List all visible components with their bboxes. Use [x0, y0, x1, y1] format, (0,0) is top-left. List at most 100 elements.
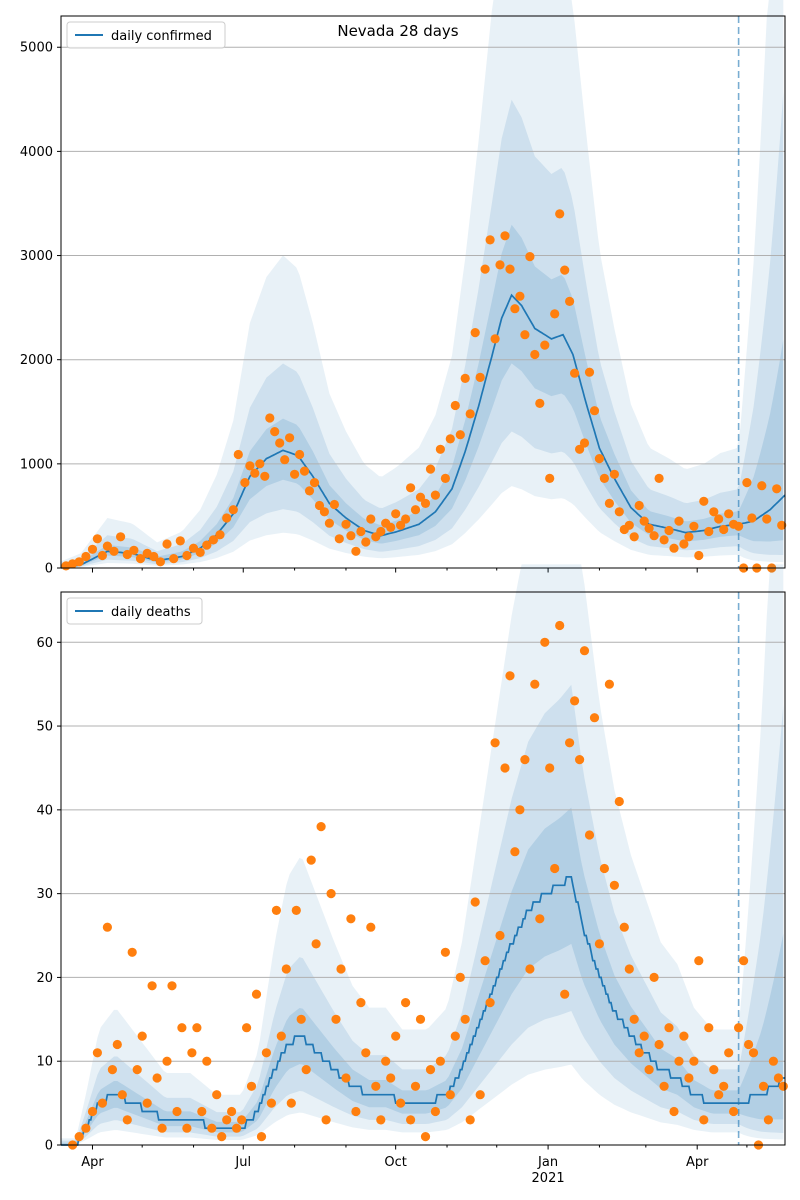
deaths-data-point: [550, 863, 560, 874]
deaths-data-point: [92, 1048, 102, 1058]
deaths-legend-label: daily deaths: [111, 605, 191, 620]
deaths-data-point: [396, 1098, 406, 1108]
confirmed-axes-frame: [60, 15, 786, 569]
confirmed-data-point: [649, 531, 659, 541]
confirmed-data-point: [495, 260, 505, 270]
confirmed-y-tick-label: 4000: [20, 145, 53, 160]
confirmed-data-point: [465, 409, 475, 419]
deaths-data-point: [445, 1090, 455, 1100]
deaths-data-point: [654, 1039, 664, 1050]
deaths-data-point: [376, 1115, 386, 1125]
deaths-data-point: [406, 1115, 416, 1125]
deaths-data-point: [102, 922, 112, 932]
deaths-data-point: [107, 1065, 117, 1075]
confirmed-data-point: [520, 330, 530, 340]
confirmed-data-point: [361, 537, 371, 547]
confirmed-panel: 0 1000 2000 3000 4000 5000 Nevada 28 days dai…: [20, 0, 787, 577]
deaths-data-point: [386, 1073, 396, 1083]
deaths-data-point: [530, 679, 540, 689]
deaths-data-point: [401, 998, 411, 1008]
confirmed-data-point: [689, 521, 699, 531]
confirmed-data-point: [515, 291, 525, 301]
chart-title: Nevada 28 days: [337, 22, 458, 40]
deaths-data-point: [182, 1123, 192, 1133]
deaths-data-point: [719, 1081, 729, 1091]
deaths-y-tick-label: 50: [36, 720, 53, 735]
deaths-data-point: [778, 1081, 788, 1091]
deaths-data-point: [455, 972, 465, 983]
x-tick-label: Oct: [384, 1155, 406, 1170]
confirmed-data-point: [129, 545, 139, 555]
deaths-data-point: [575, 755, 585, 765]
confirmed-data-point: [309, 478, 320, 488]
confirmed-data-point: [714, 514, 724, 524]
deaths-band-1: [61, 564, 784, 1145]
confirmed-y-tick-label: 0: [45, 562, 53, 577]
confirmed-data-point: [285, 433, 295, 443]
deaths-data-point: [729, 1106, 739, 1117]
confirmed-data-point: [81, 551, 91, 562]
deaths-data-point: [604, 679, 615, 689]
deaths-data-point: [515, 805, 525, 815]
confirmed-data-point: [435, 444, 445, 454]
deaths-data-point: [212, 1090, 222, 1100]
confirmed-data-point: [777, 520, 787, 530]
confirmed-data-point: [314, 500, 325, 511]
deaths-data-point: [256, 1132, 267, 1142]
confirmed-y-tick-label: 2000: [20, 353, 53, 368]
deaths-data-point: [316, 822, 326, 832]
deaths-model-line: [61, 876, 785, 1146]
deaths-data-point: [137, 1031, 147, 1041]
confirmed-data-point: [664, 525, 674, 536]
confirmed-data-point: [757, 481, 767, 491]
deaths-data-point: [709, 1065, 719, 1075]
confirmed-data-point: [240, 478, 250, 488]
confirmed-data-point: [202, 540, 212, 550]
confirmed-data-point: [699, 496, 709, 506]
deaths-data-point: [773, 1073, 784, 1083]
confirmed-data-point: [97, 550, 107, 561]
deaths-data-point: [510, 847, 520, 857]
confirmed-data-point: [679, 539, 689, 549]
deaths-data-point: [425, 1065, 436, 1075]
deaths-data-point: [321, 1115, 331, 1125]
confirmed-data-point: [654, 473, 664, 483]
deaths-data-point: [127, 947, 137, 957]
deaths-data-point: [560, 989, 570, 999]
deaths-data-point: [147, 981, 157, 991]
deaths-data-point: [430, 1106, 440, 1117]
confirmed-data-point: [260, 471, 270, 481]
confirmed-data-point: [575, 444, 585, 454]
deaths-model-path: [61, 876, 785, 1146]
confirmed-y-axis: 0 1000 2000 3000 4000 5000: [20, 41, 61, 577]
deaths-data-point: [74, 1132, 84, 1142]
confirmed-data-point: [155, 557, 165, 567]
deaths-data-point: [336, 964, 346, 974]
deaths-data-point: [177, 1023, 187, 1033]
confirmed-data-point: [694, 550, 704, 561]
confirmed-data-point: [734, 521, 744, 531]
deaths-data-point: [81, 1123, 91, 1133]
deaths-y-axis: 0 10 20 30 40 50 60: [36, 636, 61, 1154]
deaths-data-point: [142, 1098, 152, 1108]
confirmed-data-point: [629, 532, 639, 542]
deaths-data-point: [356, 998, 366, 1008]
confirmed-data-point: [319, 507, 329, 517]
deaths-data-point: [694, 956, 704, 966]
deaths-data-point: [594, 939, 605, 949]
confirmed-y-tick-label: 5000: [20, 41, 53, 56]
deaths-data-point: [162, 1056, 172, 1066]
deaths-y-tick-label: 40: [36, 803, 53, 818]
deaths-data-point: [629, 1014, 639, 1024]
confirmed-data-point: [684, 532, 694, 542]
deaths-data-point: [237, 1115, 247, 1125]
confirmed-data-point: [530, 349, 540, 360]
deaths-uncertainty-bands: [61, 564, 784, 1145]
deaths-data-point: [599, 863, 610, 874]
x-tick-label: Apr: [686, 1155, 709, 1170]
confirmed-data-point: [674, 516, 684, 526]
confirmed-data-point: [215, 530, 225, 540]
deaths-data-point: [535, 914, 545, 924]
deaths-legend: daily deaths: [66, 597, 203, 625]
deaths-data-point: [366, 922, 376, 932]
